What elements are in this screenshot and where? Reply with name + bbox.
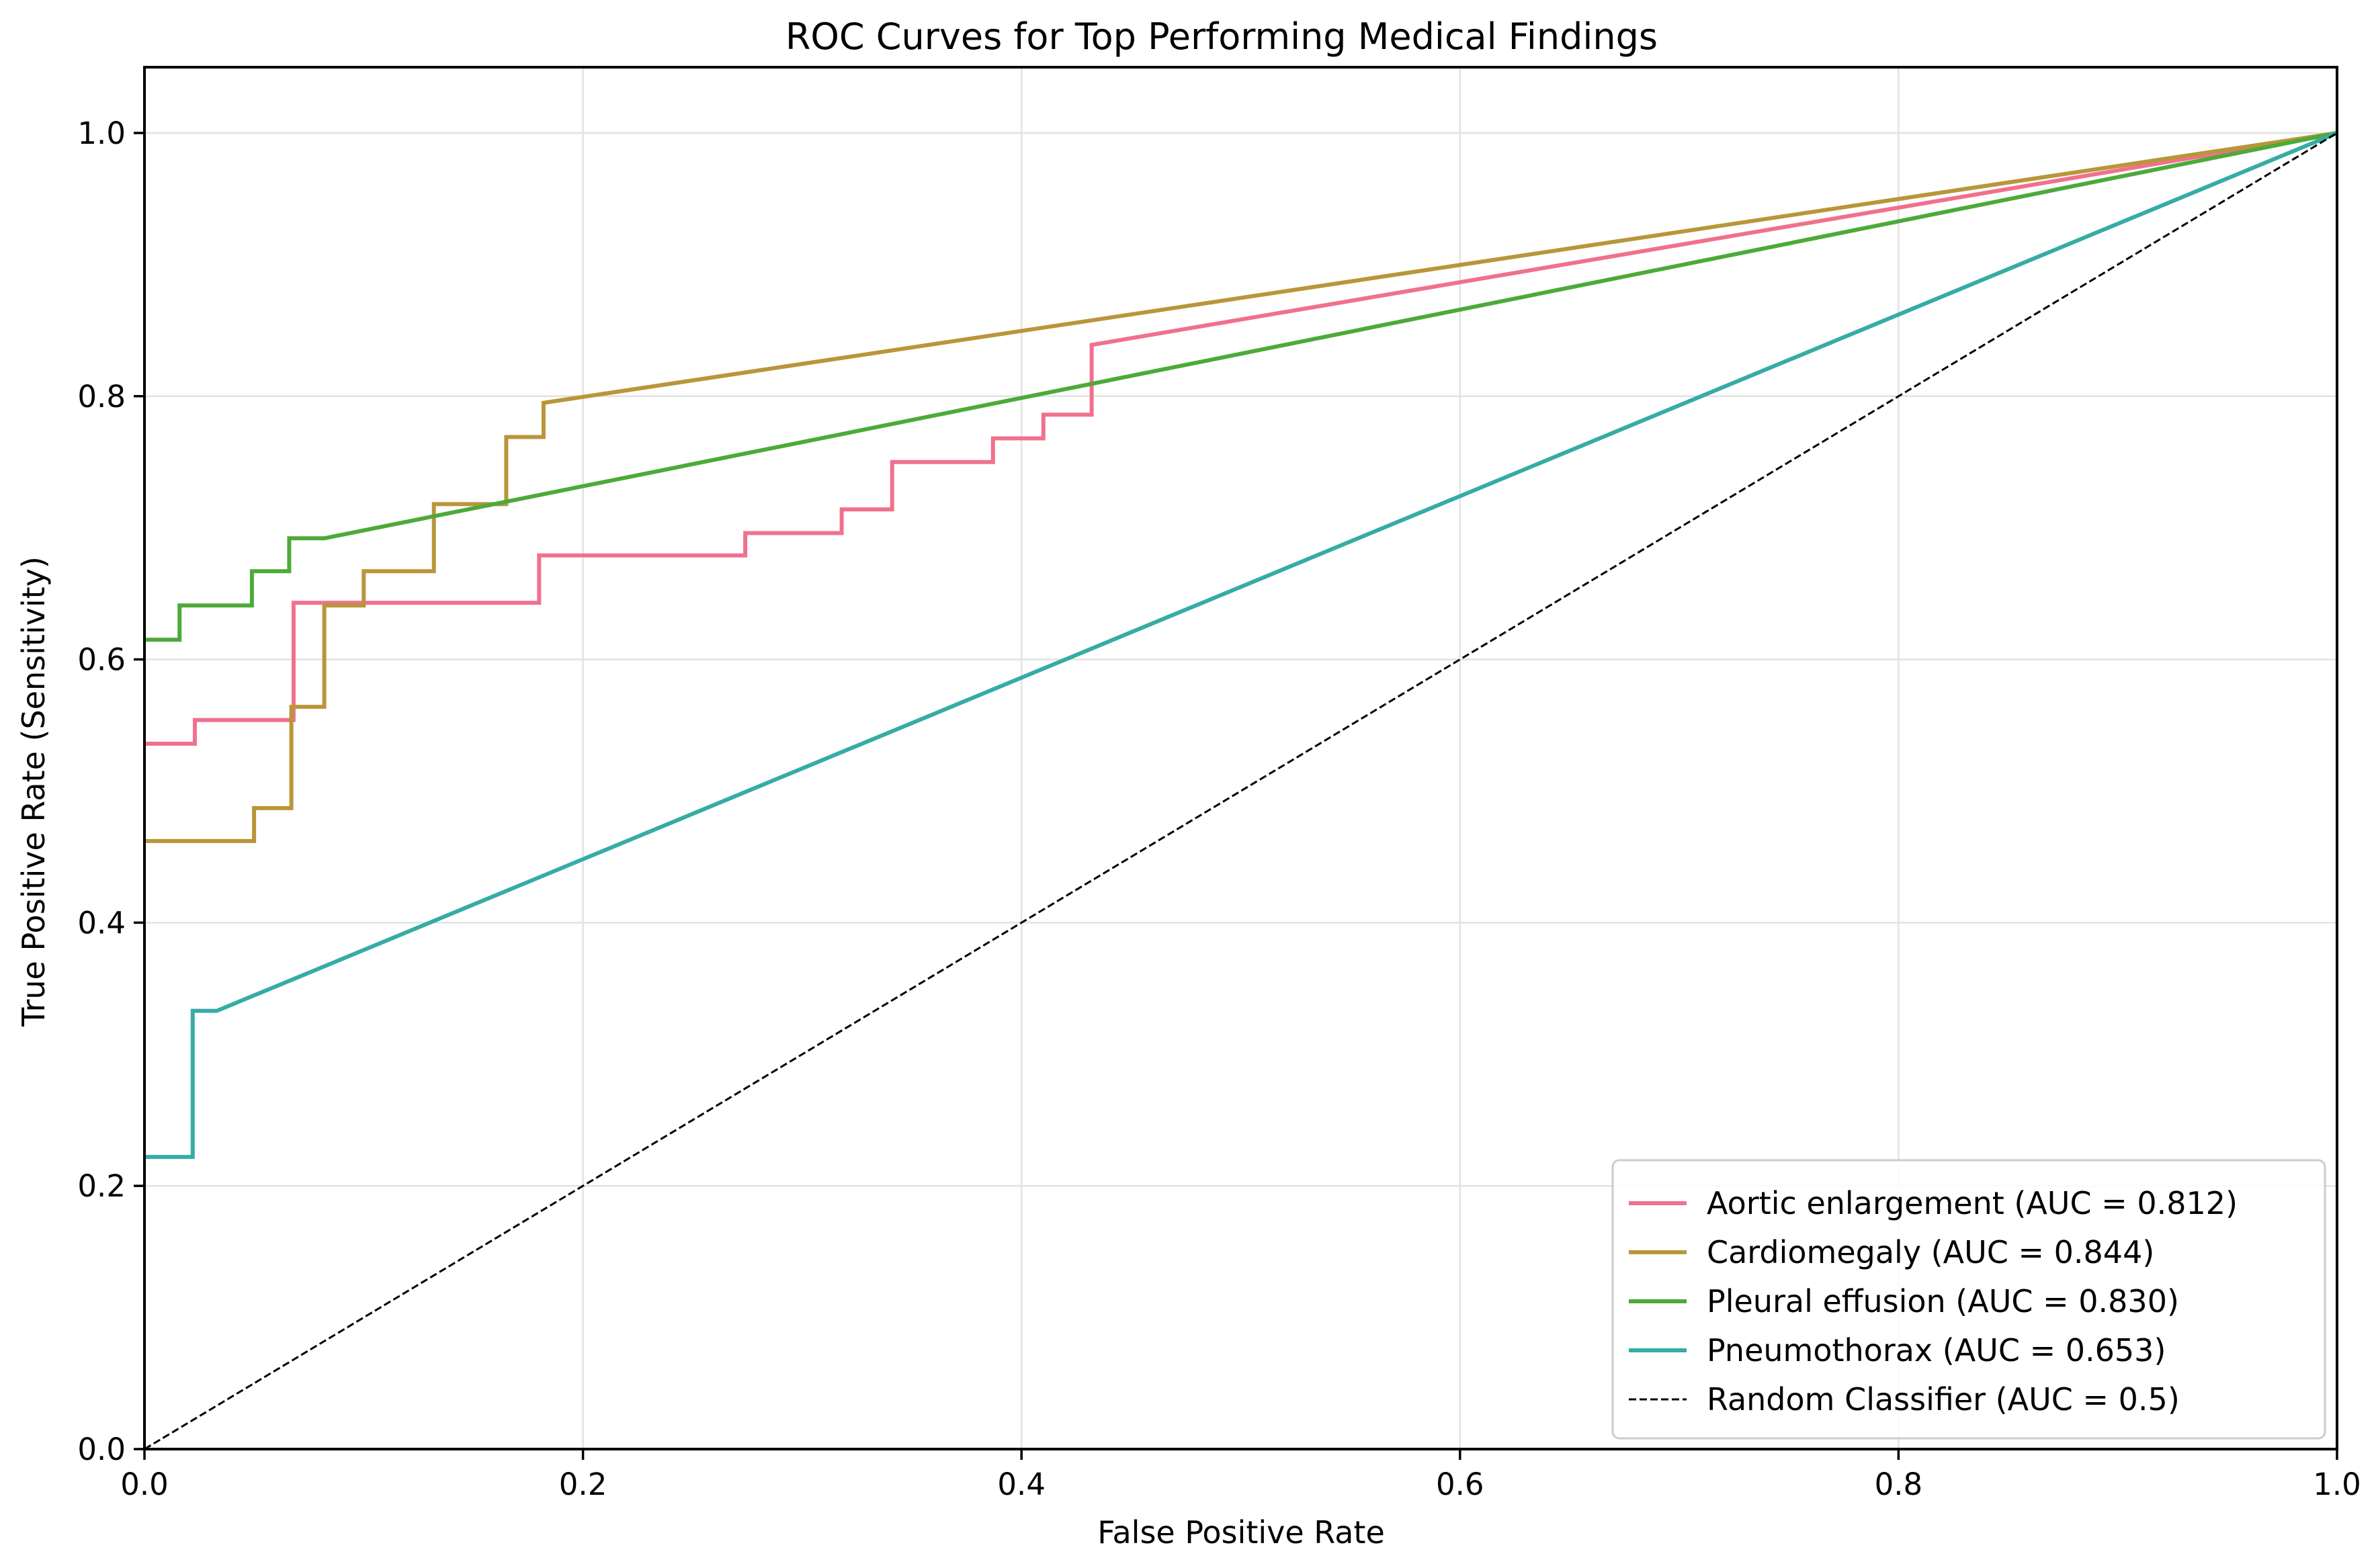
legend-label: Random Classifier (AUC = 0.5) <box>1707 1381 2180 1418</box>
roc-curve-4 <box>144 132 2338 1450</box>
y-tick-label: 0.4 <box>77 905 126 941</box>
y-tick-label: 1.0 <box>77 116 126 151</box>
series-layer <box>144 131 2338 1450</box>
x-tick-label: 1.0 <box>2313 1467 2361 1502</box>
chart-title: ROC Curves for Top Performing Medical Fi… <box>786 15 1658 58</box>
grid-layer <box>143 67 2338 1450</box>
roc-curve-0 <box>144 131 2338 746</box>
legend-label: Pleural effusion (AUC = 0.830) <box>1707 1283 2179 1319</box>
tick-layer: 0.0 0.2 0.4 0.6 0.8 1.0 0.0 0.2 0.4 0.6 0.8 1.0 <box>77 116 2361 1502</box>
y-tick-label: 0.8 <box>77 379 126 415</box>
roc-curve-1 <box>144 131 2338 843</box>
y-tick-label: 0.6 <box>77 642 126 678</box>
y-tick-label: 0.0 <box>77 1432 126 1467</box>
x-tick-label: 0.4 <box>997 1467 1046 1502</box>
legend-box <box>1611 1159 2326 1440</box>
x-tick-label: 0.6 <box>1436 1467 1484 1502</box>
legend-label: Pneumothorax (AUC = 0.653) <box>1707 1332 2166 1368</box>
plot-frame <box>143 66 2338 1450</box>
roc-curve-2 <box>144 131 2338 642</box>
legend-label: Aortic enlargement (AUC = 0.812) <box>1707 1185 2238 1221</box>
y-tick-label: 0.2 <box>77 1168 126 1204</box>
x-axis-label: False Positive Rate <box>1097 1514 1385 1551</box>
x-tick-label: 0.0 <box>120 1467 169 1502</box>
y-axis-label: True Positive Rate (Sensitivity) <box>15 556 52 1027</box>
legend-label: Cardiomegaly (AUC = 0.844) <box>1707 1234 2154 1270</box>
roc-curve-3 <box>144 131 2338 1160</box>
x-tick-label: 0.8 <box>1875 1467 1923 1502</box>
x-tick-label: 0.2 <box>559 1467 607 1502</box>
legend: Aortic enlargement (AUC = 0.812) Cardiome… <box>1611 1159 2326 1440</box>
